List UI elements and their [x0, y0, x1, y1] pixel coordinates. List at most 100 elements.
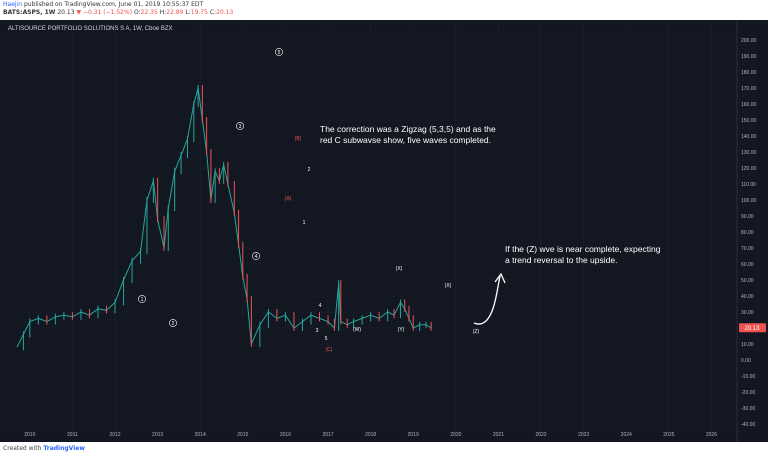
wave-label-x2: (X)	[445, 283, 452, 289]
wave-circle-4: 4	[252, 252, 260, 260]
time-tick-label: 2016	[280, 432, 291, 438]
price-tick-label: 130.00	[741, 150, 757, 156]
price-tick-label: 30.00	[741, 310, 754, 316]
time-tick-label: 2012	[109, 432, 120, 438]
wave-circle-1-text: 1	[141, 297, 144, 303]
footer: Created with TradingView	[3, 445, 85, 452]
time-tick-label: 2022	[535, 432, 546, 438]
last-price-tag-bg	[739, 323, 766, 333]
open-value: 22.35	[140, 9, 158, 16]
time-tick-label: 2019	[408, 432, 419, 438]
wave-circle-2-text: 2	[172, 321, 175, 327]
circled-wave-labels: 1 2 3 4 5	[138, 48, 283, 327]
upside-arrow-curve	[473, 275, 501, 325]
price-tick-label: -30.00	[741, 406, 755, 412]
close-label: C:	[209, 9, 217, 16]
last-price: 20.13	[57, 9, 75, 16]
wave-circle-3-text: 3	[239, 124, 242, 130]
grid	[0, 20, 737, 432]
wave-label-a: (A)	[285, 196, 292, 202]
price-tick-label: 180.00	[741, 70, 757, 76]
publish-line: Haejin published on TradingView.com, Jun…	[3, 1, 233, 9]
wave-circle-4-text: 4	[255, 254, 258, 260]
price-tick-label: 200.00	[741, 38, 757, 44]
wave-circle-5-text: 5	[278, 50, 281, 56]
price-tick-label: 10.00	[741, 342, 754, 348]
upside-arrow-head	[494, 272, 506, 284]
wave-label-w: (W)	[353, 327, 361, 333]
close-value: 20.13	[216, 9, 234, 16]
time-tick-label: 2013	[152, 432, 163, 438]
high-value: 22.89	[166, 9, 184, 16]
price-tick-label: 0.00	[741, 358, 751, 364]
time-tick-label: 2026	[706, 432, 717, 438]
wave-label-b: (B)	[295, 136, 302, 142]
price-tick-label: 80.00	[741, 230, 754, 236]
high-label: H:	[159, 9, 167, 16]
price-tick-label: -20.00	[741, 390, 755, 396]
time-tick-label: 2020	[450, 432, 461, 438]
price-tick-label: 160.00	[741, 102, 757, 108]
price-tick-label: 40.00	[741, 294, 754, 300]
wave-label-2: 2	[308, 167, 311, 173]
price-axis[interactable]	[737, 20, 768, 442]
tradingview-logo-text[interactable]: TradingView	[43, 445, 85, 452]
time-tick-label: 2021	[493, 432, 504, 438]
annotation-line-4: a trend reversal to the upside.	[505, 255, 617, 265]
wave-circle-3: 3	[236, 122, 244, 130]
wave-label-z: (Z)	[473, 329, 480, 335]
wave-circle-1: 1	[138, 295, 146, 303]
wave-label-5: 5	[325, 336, 328, 342]
price-tick-label: 70.00	[741, 246, 754, 252]
annotation-line-3: If the (Z) wve is near complete, expecti…	[505, 244, 661, 254]
time-tick-label: 2025	[663, 432, 674, 438]
wave-label-4: 4	[319, 303, 322, 309]
published-text: published on TradingView.com, June 01, 2…	[23, 1, 204, 8]
time-tick-label: 2014	[195, 432, 206, 438]
price-tick-label: 60.00	[741, 262, 754, 268]
annotation-line-1: The correction was a Zigzag (5,3,5) and …	[320, 124, 496, 134]
price-tick-label: -40.00	[741, 422, 755, 428]
last-price-tag-text: 20.13	[744, 326, 760, 332]
wave-label-3: 3	[316, 328, 319, 334]
last-price-tag: 20.13	[739, 323, 766, 333]
red-wave-labels: (A) (B) (C)	[285, 136, 333, 353]
price-chart[interactable]: 200.00190.00180.00170.00160.00150.00140.…	[0, 20, 768, 442]
white-wave-labels: 1 2 3 4 5 (W) (X) (Y) (X) (Z)	[303, 167, 480, 342]
price-tick-label: 190.00	[741, 54, 757, 60]
wave-label-1: 1	[303, 220, 306, 226]
time-tick-label: 2018	[365, 432, 376, 438]
wave-label-y: (Y)	[398, 327, 405, 333]
wave-circle-2: 2	[169, 319, 177, 327]
time-tick-label: 2017	[322, 432, 333, 438]
price-tick-label: -10.00	[741, 374, 755, 380]
price-tick-label: 100.00	[741, 198, 757, 204]
symbol: BATS:ASPS, 1W	[3, 9, 56, 16]
wave-circle-5: 5	[275, 48, 283, 56]
time-tick-label: 2011	[67, 432, 78, 438]
price-tick-label: 90.00	[741, 214, 754, 220]
price-tick-label: 170.00	[741, 86, 757, 92]
chart-header: Haejin published on TradingView.com, Jun…	[3, 1, 233, 17]
time-tick-label: 2024	[621, 432, 632, 438]
price-series	[16, 85, 432, 351]
author-link[interactable]: Haejin	[3, 1, 23, 8]
time-tick-label: 2023	[578, 432, 589, 438]
chart-background	[0, 20, 768, 442]
price-tick-label: 120.00	[741, 166, 757, 172]
time-tick-label: 2015	[237, 432, 248, 438]
created-with-text: Created with	[3, 445, 42, 452]
chart-title: ALTISOURCE PORTFOLIO SOLUTIONS S A, 1W, …	[8, 26, 173, 32]
low-value: 19.75	[190, 9, 208, 16]
time-axis-ticks: 2010 2011 2012 2013 2014 2015 2016 2017 2018 2019…	[24, 432, 717, 438]
open-label: O:	[133, 9, 141, 16]
price-line	[16, 87, 432, 348]
annotation-line-2: red C subwavse show, five waves complete…	[320, 135, 491, 145]
price-tick-label: 110.00	[741, 182, 756, 188]
price-change: ▼ −0.31 (−1.52%)	[76, 9, 133, 16]
price-tick-label: 150.00	[741, 118, 757, 124]
price-tick-label: 50.00	[741, 278, 754, 284]
low-label: L:	[185, 9, 191, 16]
wave-label-c: (C)	[326, 347, 333, 353]
annotations: The correction was a Zigzag (5,3,5) and …	[320, 124, 661, 265]
